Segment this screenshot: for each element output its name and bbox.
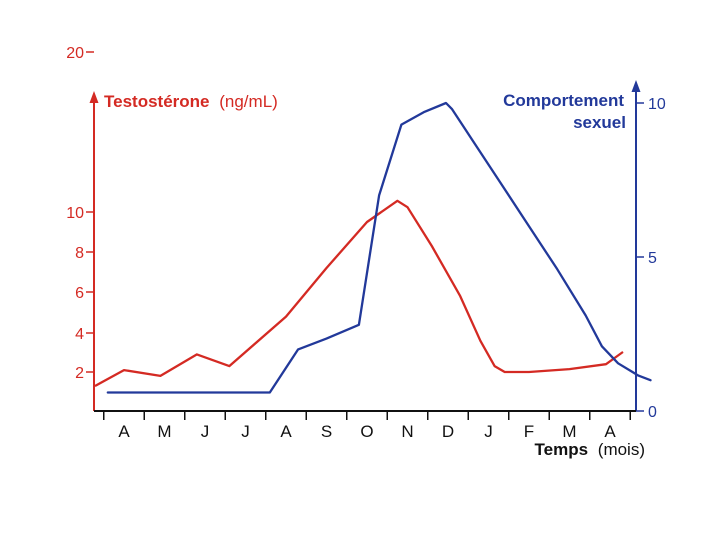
- x-tick-label: O: [360, 422, 373, 441]
- left-tick-label: 2: [75, 365, 84, 382]
- right-axis-ticks: 0 5 10: [636, 96, 666, 421]
- right-axis-title-line2: sexuel: [573, 113, 626, 132]
- left-axis-title-unit: (ng/mL): [219, 92, 278, 111]
- left-tick-label: 8: [75, 245, 84, 262]
- right-axis-title-line1: Comportement: [503, 91, 624, 110]
- left-axis-arrow: [89, 91, 99, 103]
- x-tick-label: M: [562, 422, 576, 441]
- x-tick-label: D: [442, 422, 454, 441]
- left-tick-label: 6: [75, 285, 84, 302]
- left-tick-label: 10: [66, 205, 84, 222]
- x-tick-label: F: [524, 422, 534, 441]
- series-group: [94, 101, 652, 394]
- x-tick-label: N: [401, 422, 413, 441]
- left-tick-label: 4: [75, 326, 84, 343]
- x-tick-label: A: [118, 422, 130, 441]
- left-tick-label: 20: [66, 45, 84, 62]
- x-axis-title-unit: (mois): [598, 440, 645, 459]
- x-tick-label: A: [280, 422, 292, 441]
- x-tick-label: M: [157, 422, 171, 441]
- x-tick-label: A: [604, 422, 616, 441]
- x-tick-label: S: [321, 422, 332, 441]
- right-tick-label: 10: [648, 96, 666, 113]
- x-axis-title-bold: Temps: [535, 440, 589, 459]
- right-tick-label: 5: [648, 250, 657, 267]
- x-tick-label: J: [241, 422, 250, 441]
- right-axis-arrow: [631, 80, 641, 92]
- x-axis-ticks: [103, 411, 631, 420]
- behavior-series-line: [106, 101, 652, 394]
- left-axis-title-bold: Testostérone: [104, 92, 210, 111]
- x-tick-label: J: [484, 422, 493, 441]
- x-axis-title: Temps (mois): [535, 440, 646, 459]
- left-axis-title: Testostérone (ng/mL): [104, 92, 278, 111]
- testosterone-series-line: [94, 199, 624, 387]
- left-axis-ticks: 2 4 6 8 10 20: [66, 45, 94, 382]
- x-tick-label: J: [201, 422, 210, 441]
- right-tick-label: 0: [648, 404, 657, 421]
